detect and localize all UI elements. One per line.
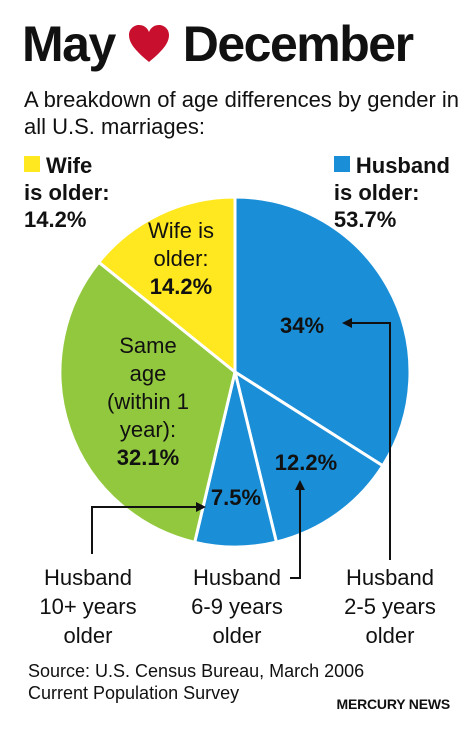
callout-arrow-husband-10plus — [196, 502, 206, 512]
legend-husband-swatch — [333, 156, 350, 172]
source-note: Source: U.S. Census Bureau, March 2006 C… — [28, 660, 364, 704]
callout-line-husband-6-9 — [290, 488, 301, 579]
legend-husband-line1: Husband — [355, 153, 450, 178]
source-line-2: Current Population Survey — [28, 683, 240, 703]
legend-husband: Husband is older: 53.7% — [333, 152, 450, 233]
callout-arrow-husband-2-5 — [342, 318, 352, 328]
legend-wife-line1: Wife — [46, 153, 93, 178]
legend-husband-line2: is older: — [333, 180, 420, 205]
callout-arrow-husband-6-9 — [295, 480, 305, 490]
callout-label-husband-6-9: Husband 6-9 years older — [191, 565, 283, 648]
value-label-husband-10plus: 7.5% — [211, 485, 261, 510]
legend-husband-value: 53.7% — [333, 207, 397, 232]
legend-wife-line2: is older: — [24, 180, 110, 205]
legend-wife-swatch — [24, 156, 40, 172]
legend-wife: Wife is older: 14.2% — [24, 152, 110, 233]
inside-label-wife-older: Wife is older: 14.2% — [148, 218, 214, 299]
chart-title: May December — [22, 10, 414, 78]
credit: MERCURY NEWS — [336, 696, 451, 712]
legend-wife-value: 14.2% — [24, 207, 87, 232]
value-label-husband-6-9: 12.2% — [275, 450, 337, 475]
title-may: May — [22, 16, 116, 72]
inside-label-same-age: Same age (within 1 year): 32.1% — [107, 333, 189, 470]
source-line-1: Source: U.S. Census Bureau, March 2006 — [28, 661, 365, 681]
callout-label-husband-2-5: Husband 2-5 years older — [344, 565, 436, 648]
slice-husband-6-9 — [232, 368, 385, 544]
chart-subtitle: A breakdown of age differences by gender… — [24, 87, 460, 139]
value-label-husband-2-5: 34% — [280, 313, 324, 338]
callout-line-husband-2-5 — [350, 322, 391, 560]
callout-line-husband-10plus — [91, 506, 198, 554]
slice-wife-older — [96, 195, 237, 376]
slice-same-age — [58, 260, 237, 545]
callout-label-husband-10plus: Husband 10+ years older — [39, 565, 136, 648]
title-december: December — [182, 16, 414, 72]
heart-icon — [128, 25, 169, 62]
